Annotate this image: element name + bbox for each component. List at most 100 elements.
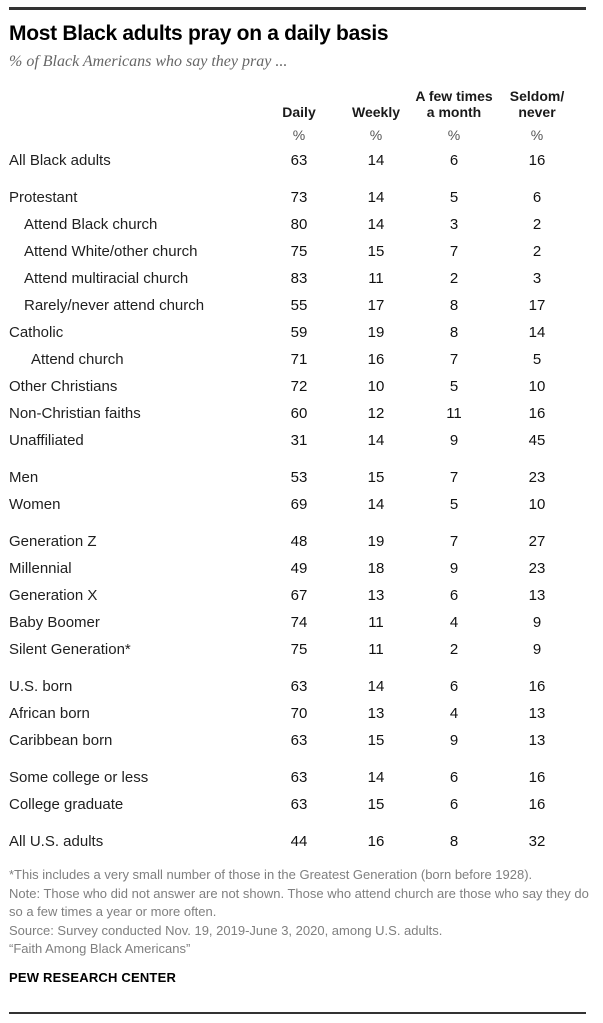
row-label: Generation Z: [9, 533, 97, 550]
value-cell: 17: [367, 297, 385, 314]
value-cell: 19: [367, 533, 385, 550]
value-cell: 48: [290, 533, 308, 550]
table-body: All Black adults 63 14 6 16 Protestant 73 14 5 6 A…: [9, 147, 594, 855]
table-row: Baby Boomer 74 11 4 9: [9, 609, 594, 636]
value-cell: 75: [290, 243, 308, 260]
row-label: College graduate: [9, 796, 124, 813]
value-cell: 73: [290, 189, 308, 206]
row-label: All U.S. adults: [9, 833, 104, 850]
value-cell: 6: [449, 769, 459, 786]
value-cell: 19: [367, 324, 385, 341]
table-row: Men 53 15 7 23: [9, 464, 594, 491]
value-cell: 9: [532, 641, 542, 658]
value-cell: 13: [528, 705, 546, 722]
value-cell: 45: [528, 432, 546, 449]
row-label: Attend White/other church: [24, 243, 198, 260]
value-cell: 15: [367, 732, 385, 749]
value-cell: 6: [449, 796, 459, 813]
value-cell: 11: [368, 641, 384, 658]
value-cell: 11: [446, 405, 462, 422]
value-cell: 5: [449, 189, 459, 206]
table-row: Some college or less 63 14 6 16: [9, 764, 594, 791]
value-cell: 27: [528, 533, 546, 550]
value-cell: 2: [532, 216, 542, 233]
value-cell: 32: [528, 833, 546, 850]
column-header: Weekly: [352, 104, 400, 120]
value-cell: 71: [290, 351, 308, 368]
value-cell: 15: [367, 469, 385, 486]
note-report-title: “Faith Among Black Americans”: [9, 941, 191, 956]
row-label: Generation X: [9, 587, 98, 604]
value-cell: 2: [532, 243, 542, 260]
value-cell: 63: [290, 152, 308, 169]
value-cell: 18: [367, 560, 385, 577]
value-cell: 6: [449, 587, 459, 604]
value-cell: 9: [449, 560, 459, 577]
value-cell: 14: [367, 496, 385, 513]
value-cell: 10: [528, 496, 546, 513]
value-cell: 13: [367, 705, 385, 722]
row-label: All Black adults: [9, 152, 111, 169]
value-cell: 16: [367, 833, 385, 850]
row-label: Some college or less: [9, 769, 149, 786]
value-cell: 59: [290, 324, 308, 341]
value-cell: 8: [449, 833, 459, 850]
value-cell: 16: [528, 152, 546, 169]
value-cell: 75: [290, 641, 308, 658]
value-cell: 16: [528, 405, 546, 422]
row-label: Women: [9, 496, 61, 513]
table-row: Attend White/other church 75 15 7 2: [9, 238, 594, 265]
value-cell: 7: [449, 243, 459, 260]
table-row: Generation Z 48 19 7 27: [9, 528, 594, 555]
value-cell: 15: [367, 243, 385, 260]
value-cell: 13: [528, 587, 546, 604]
value-cell: 2: [449, 270, 459, 287]
row-label: Millennial: [9, 560, 72, 577]
value-cell: 8: [449, 297, 459, 314]
value-cell: 3: [532, 270, 542, 287]
value-cell: 4: [449, 705, 459, 722]
row-label: African born: [9, 705, 90, 722]
value-cell: 7: [449, 533, 459, 550]
table-row: All Black adults 63 14 6 16: [9, 147, 594, 174]
row-label: Protestant: [9, 189, 78, 206]
table-row: Attend Black church 80 14 3 2: [9, 211, 594, 238]
value-cell: 55: [290, 297, 308, 314]
value-cell: 14: [367, 432, 385, 449]
value-cell: 69: [290, 496, 308, 513]
value-cell: 31: [290, 432, 308, 449]
value-cell: 14: [367, 216, 385, 233]
pew-research-center-wordmark: PEW RESEARCH CENTER: [9, 969, 177, 985]
percent-sign: %: [369, 127, 383, 143]
value-cell: 14: [367, 769, 385, 786]
value-cell: 23: [528, 469, 546, 486]
column-header: A few times a month: [415, 88, 493, 120]
value-cell: 9: [449, 432, 459, 449]
value-cell: 16: [528, 769, 546, 786]
bottom-rule: [9, 1012, 586, 1014]
value-cell: 74: [290, 614, 308, 631]
table-row: U.S. born 63 14 6 16: [9, 673, 594, 700]
column-headers: Daily Weekly A few times a month Seldom/neve…: [9, 87, 594, 120]
value-cell: 14: [367, 189, 385, 206]
value-cell: 63: [290, 732, 308, 749]
percent-sign: %: [447, 127, 461, 143]
value-cell: 6: [449, 678, 459, 695]
row-label: Attend Black church: [24, 216, 158, 233]
table-row: Attend church 71 16 7 5: [9, 346, 594, 373]
table-row: African born 70 13 4 13: [9, 700, 594, 727]
data-table: Daily Weekly A few times a month Seldom/neve…: [9, 87, 594, 855]
note-general: Note: Those who did not answer are not s…: [9, 885, 589, 920]
row-label: Caribbean born: [9, 732, 113, 749]
value-cell: 72: [290, 378, 308, 395]
note-asterisk: *This includes a very small number of th…: [9, 867, 533, 882]
value-cell: 63: [290, 678, 308, 695]
row-label: Rarely/never attend church: [24, 297, 205, 314]
value-cell: 6: [532, 189, 542, 206]
value-cell: 9: [532, 614, 542, 631]
value-cell: 15: [367, 796, 385, 813]
value-cell: 4: [449, 614, 459, 631]
value-cell: 63: [290, 769, 308, 786]
value-cell: 14: [367, 678, 385, 695]
